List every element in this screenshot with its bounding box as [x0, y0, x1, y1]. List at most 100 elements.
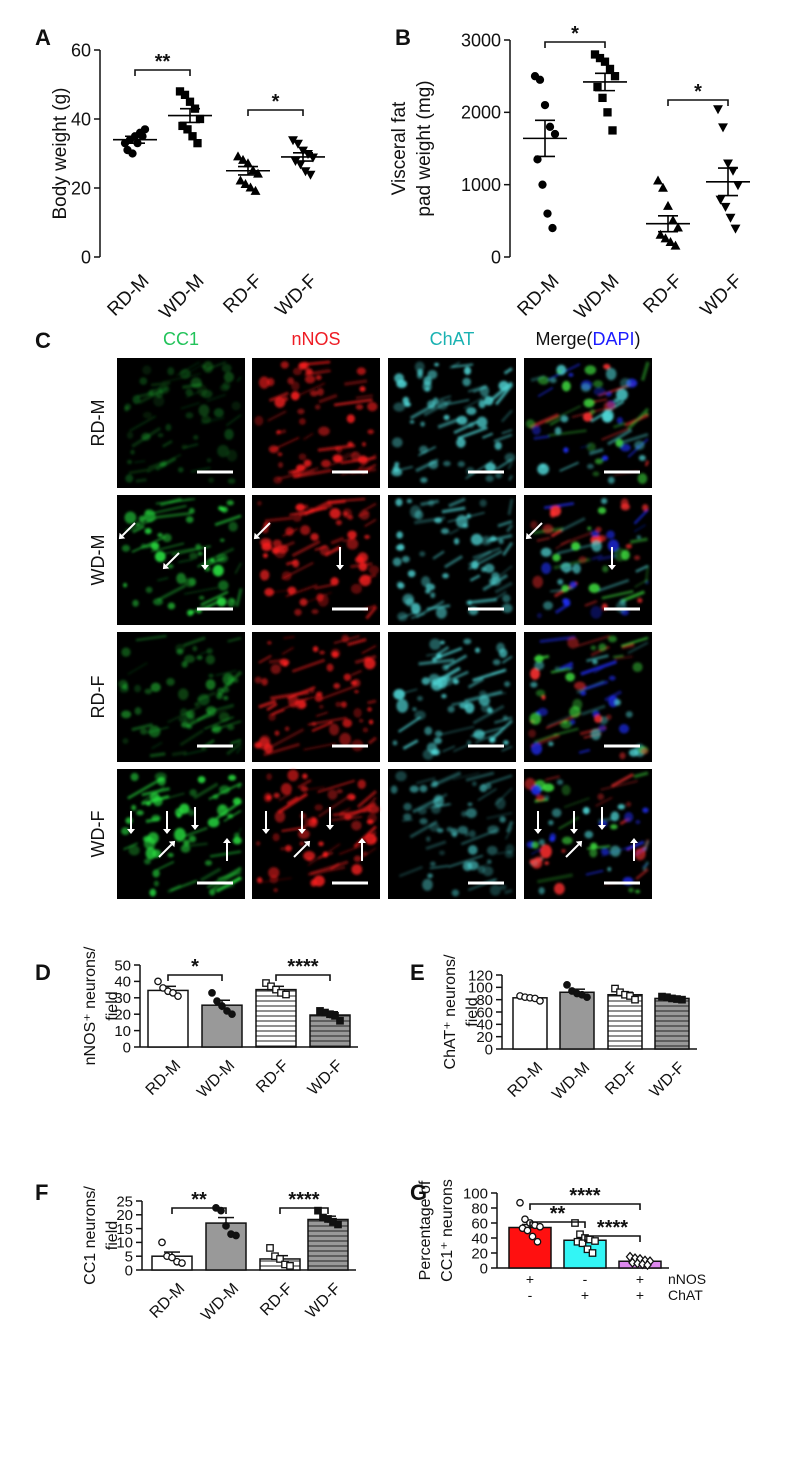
data-point — [240, 179, 251, 189]
fiber — [344, 379, 368, 386]
fiber — [553, 727, 579, 737]
cell — [443, 460, 451, 467]
cell — [285, 527, 294, 536]
cell — [212, 564, 224, 577]
cell — [603, 401, 616, 411]
cell — [319, 704, 324, 709]
data-point — [158, 1238, 166, 1247]
fiber — [235, 588, 243, 607]
data-point — [660, 233, 671, 243]
fiber — [182, 827, 208, 838]
cell — [590, 409, 595, 415]
cell — [482, 866, 494, 877]
y-axis-label: CC1 neurons/ — [82, 1186, 99, 1285]
cell — [610, 811, 620, 822]
significance-bracket — [584, 1235, 641, 1242]
cell — [128, 845, 140, 856]
fiber — [351, 669, 363, 677]
fiber — [432, 550, 445, 560]
fiber — [410, 613, 425, 619]
data-point — [535, 75, 545, 84]
fiber — [127, 662, 148, 675]
cell — [462, 523, 469, 529]
fiber — [563, 797, 590, 809]
cell — [131, 804, 137, 811]
cell — [563, 447, 569, 453]
cell — [350, 451, 361, 461]
cell — [619, 752, 626, 760]
cell — [536, 612, 542, 619]
cell — [280, 783, 292, 795]
data-point — [578, 1239, 587, 1248]
fiber — [184, 587, 219, 595]
cell — [257, 500, 262, 506]
cell — [495, 472, 503, 479]
cell — [592, 471, 600, 477]
fiber — [539, 635, 576, 643]
fiber — [209, 850, 242, 858]
cell — [620, 443, 631, 452]
y-tick-label: 10 — [116, 1235, 133, 1252]
cell — [362, 851, 368, 856]
condition-sign: + — [636, 1271, 644, 1287]
cell — [453, 538, 460, 545]
fiber — [630, 537, 648, 544]
fiber — [501, 745, 513, 752]
fiber — [453, 420, 479, 435]
fiber — [644, 460, 650, 467]
data-point — [633, 1258, 642, 1269]
fiber — [451, 363, 474, 368]
cell — [440, 640, 445, 645]
data-point — [140, 125, 150, 134]
cell — [272, 539, 282, 548]
x-tick-label: RD-F — [253, 1057, 292, 1096]
cell — [296, 464, 306, 472]
cell — [535, 689, 546, 697]
y-axis-label: pad weight (mg) — [414, 80, 435, 216]
cell — [124, 511, 137, 524]
fiber — [486, 812, 513, 820]
arrow-head — [303, 840, 311, 848]
cell — [176, 648, 184, 655]
cell — [401, 555, 410, 563]
cell — [537, 707, 548, 716]
cell — [561, 584, 569, 593]
cell — [347, 441, 354, 447]
fiber — [314, 583, 334, 590]
fiber — [286, 796, 299, 805]
fiber — [151, 381, 171, 387]
data-point — [638, 1259, 647, 1270]
fiber — [437, 417, 460, 429]
cell — [417, 696, 423, 701]
cell — [537, 376, 550, 385]
micrograph-texture — [392, 497, 514, 622]
fiber — [183, 748, 207, 756]
bar — [654, 997, 690, 1050]
bar — [201, 1004, 243, 1048]
cell — [290, 391, 300, 401]
cell — [261, 677, 268, 686]
cell — [603, 363, 611, 370]
significance-label: **** — [597, 1217, 628, 1239]
micrograph — [252, 769, 380, 899]
data-point — [174, 992, 182, 1001]
cell — [254, 676, 262, 684]
cell — [196, 655, 203, 661]
fiber — [291, 540, 321, 558]
fiber — [452, 772, 480, 780]
y-tick-label: 20 — [116, 1207, 133, 1224]
cell — [353, 708, 362, 718]
cell — [498, 380, 509, 391]
cell — [409, 420, 415, 424]
data-point — [185, 97, 195, 106]
cell — [498, 539, 504, 545]
cell — [226, 449, 238, 462]
fiber — [494, 581, 513, 594]
cell — [597, 793, 605, 801]
cell — [305, 368, 313, 375]
cell — [346, 414, 355, 424]
cell — [158, 384, 170, 394]
cell — [268, 712, 276, 721]
cell — [540, 547, 552, 557]
panel-label: A — [35, 25, 51, 50]
